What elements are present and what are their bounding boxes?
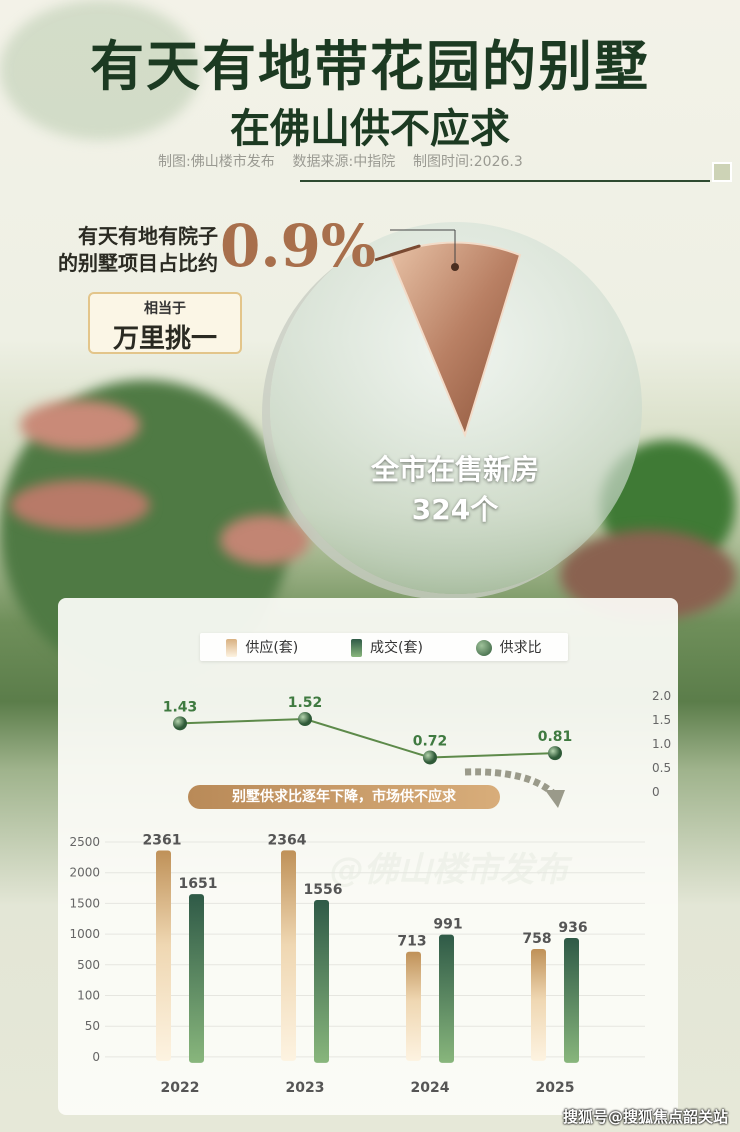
deal-bar xyxy=(439,934,454,1063)
ratio-line xyxy=(179,718,556,759)
callout-line2: 万里挑一 xyxy=(112,324,217,354)
y-tick-label: 0 xyxy=(92,1050,100,1064)
ratio-value-label: 0.72 xyxy=(413,733,448,749)
supply-bar xyxy=(281,850,296,1061)
legend-label: 供求比 xyxy=(499,640,542,656)
deal-value-label: 1556 xyxy=(304,882,343,898)
supply-value-label: 758 xyxy=(522,931,551,947)
trend-arrowhead-icon xyxy=(545,790,565,808)
x-tick-label: 2024 xyxy=(411,1080,450,1096)
deal-swatch-icon xyxy=(350,639,362,657)
ratio-tick-label: 2.0 xyxy=(652,689,671,703)
mountain-painting xyxy=(0,0,200,140)
deal-value-label: 1651 xyxy=(179,876,218,892)
ratio-tick-label: 1.5 xyxy=(652,713,671,727)
ratio-tick-label: 0 xyxy=(652,785,660,799)
ratio-point xyxy=(298,712,312,727)
ratio-tick-label: 0.5 xyxy=(652,761,671,775)
pie-wedge xyxy=(374,229,522,438)
supply-bar xyxy=(156,850,171,1061)
y-tick-label: 1000 xyxy=(69,927,100,941)
divider xyxy=(300,180,710,182)
legend-ratio: 供求比 xyxy=(475,637,542,657)
trend-arrow-icon xyxy=(464,768,558,798)
ratio-value-label: 1.43 xyxy=(163,699,198,715)
highlight-percent: 0.9% xyxy=(220,212,377,280)
highlight-label-2: 的别墅项目占比约 xyxy=(58,251,218,275)
ratio-value-label: 1.52 xyxy=(288,695,323,711)
footer-source: 搜狐号@搜狐焦点韶关站 xyxy=(562,1108,728,1126)
credits: 制图:佛山楼市发布 数据来源:中指院 制图时间:2026.3 xyxy=(158,154,523,170)
y-tick-label: 50 xyxy=(85,1019,100,1033)
chart-annotation: 别墅供求比逐年下降，市场供不应求 xyxy=(188,785,500,809)
villa-roof xyxy=(20,400,140,450)
ratio-point xyxy=(173,716,187,731)
x-tick-label: 2023 xyxy=(286,1080,325,1096)
callout-box: 相当于 万里挑一 xyxy=(88,292,242,354)
circle-count: 324个 xyxy=(411,493,499,526)
circle-label: 全市在售新房 xyxy=(370,453,539,486)
supply-value-label: 713 xyxy=(397,934,426,950)
callout-line1: 相当于 xyxy=(144,301,186,317)
watermark: @佛山楼市发布 xyxy=(330,850,568,890)
ratio-point xyxy=(548,746,562,761)
legend-label: 供应(套) xyxy=(245,640,299,656)
x-tick-label: 2022 xyxy=(161,1080,200,1096)
y-tick-label: 2000 xyxy=(69,866,100,880)
deal-value-label: 991 xyxy=(433,917,462,933)
y-tick-label: 100 xyxy=(77,989,100,1003)
ratio-tick-label: 1.0 xyxy=(652,737,671,751)
deal-bar xyxy=(189,894,204,1063)
ratio-dot-icon xyxy=(475,640,492,656)
supply-value-label: 2361 xyxy=(143,833,182,849)
supply-bar xyxy=(406,951,421,1061)
y-tick-label: 2500 xyxy=(69,835,100,849)
supply-swatch-icon xyxy=(226,639,238,657)
ratio-point xyxy=(423,750,437,765)
villa-roof xyxy=(220,515,310,565)
page-title: 有天有地带花园的别墅 xyxy=(90,35,650,98)
legend-deal: 成交(套) xyxy=(350,637,423,657)
decorative-square xyxy=(712,162,732,182)
page-subtitle: 在佛山供不应求 xyxy=(230,106,510,152)
y-tick-label: 500 xyxy=(77,958,100,972)
highlight-label-1: 有天有地有院子 xyxy=(78,224,218,248)
ratio-value-label: 0.81 xyxy=(538,729,573,745)
supply-bar xyxy=(531,948,546,1061)
deal-bar xyxy=(314,899,329,1063)
legend-supply: 供应(套) xyxy=(226,637,298,657)
chart-legend: 供应(套) 成交(套) 供求比 xyxy=(200,633,568,661)
legend-label: 成交(套) xyxy=(369,640,423,656)
villa-roof xyxy=(10,480,150,530)
supply-value-label: 2364 xyxy=(268,832,307,848)
deal-value-label: 936 xyxy=(558,920,587,936)
deal-bar xyxy=(564,938,579,1063)
x-tick-label: 2025 xyxy=(536,1080,575,1096)
y-tick-label: 1500 xyxy=(69,896,100,910)
